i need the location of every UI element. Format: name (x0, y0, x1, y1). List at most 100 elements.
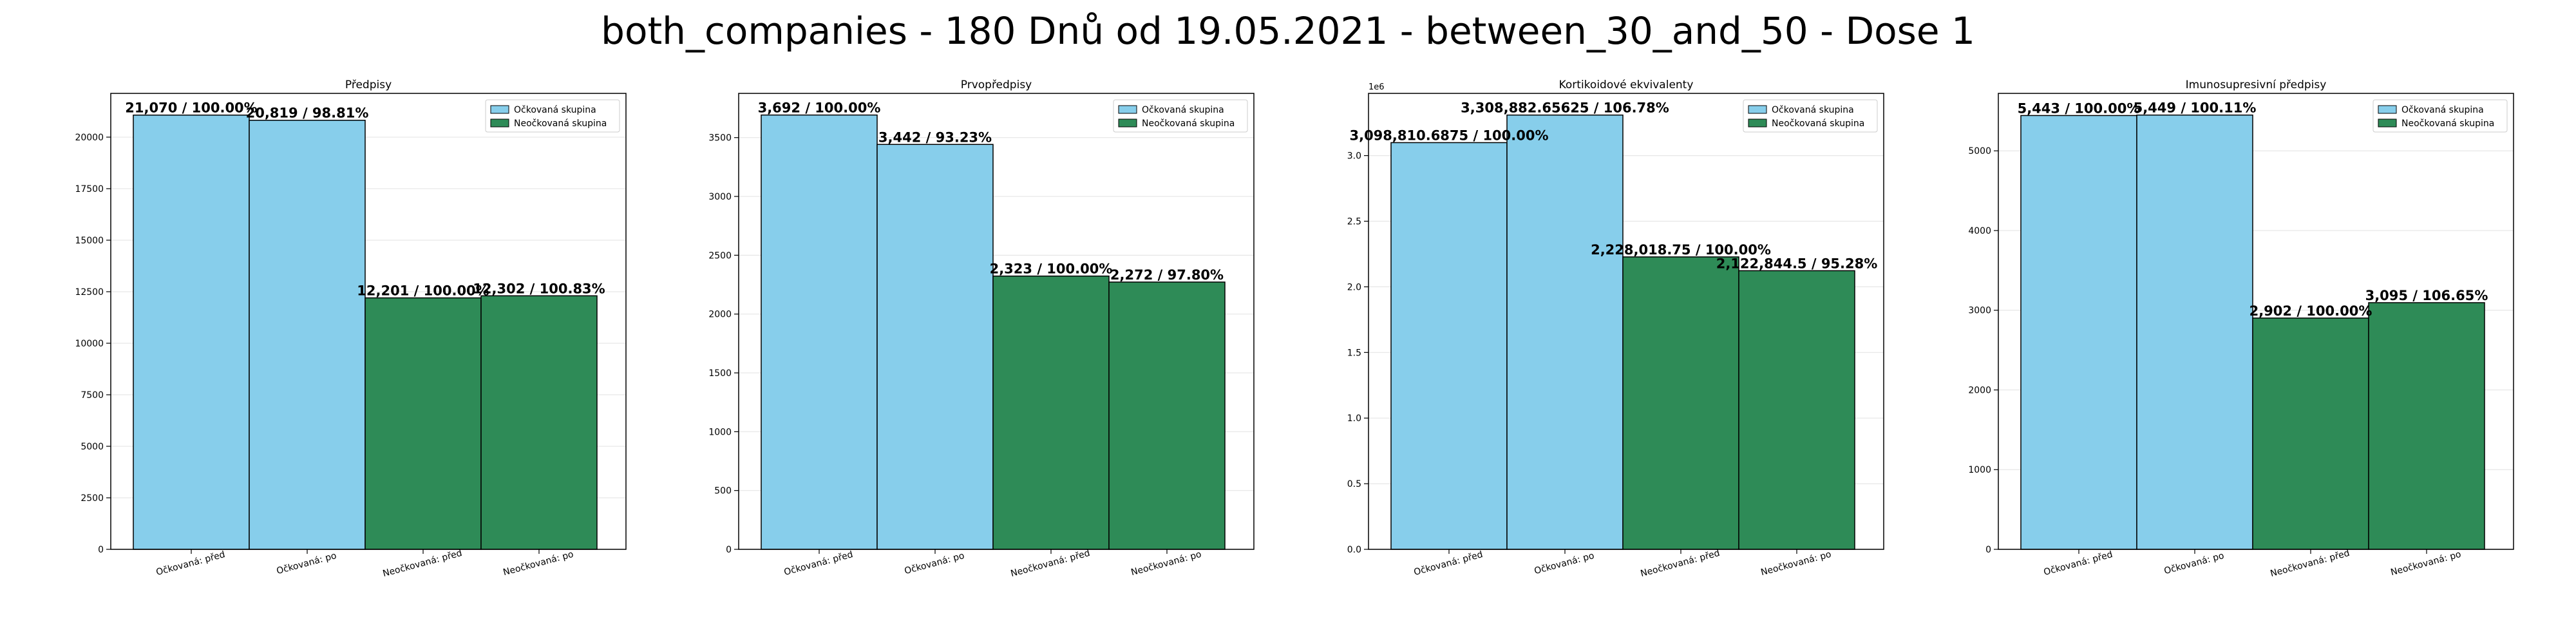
plot-frame (738, 93, 1255, 550)
y-tick-label: 0 (726, 545, 732, 555)
x-tick-label: Neočkovaná: po (2390, 549, 2463, 578)
legend-label: Neočkovaná skupina (1142, 118, 1235, 129)
y-tick-label: 2000 (708, 310, 732, 320)
x-tick-label: Očkovaná: po (2163, 551, 2226, 576)
bar-value-label: 3,308,882.65625 / 106.78% (1461, 100, 1669, 116)
y-tick-label: 10000 (75, 339, 104, 349)
chart-title: Imunosupresivní předpisy (2186, 79, 2327, 91)
bar-value-label: 3,692 / 100.00% (758, 100, 881, 116)
x-tick-label: Očkovaná: před (783, 549, 855, 578)
chart-kortikoidove-ekvivalenty: Kortikoidové ekvivalenty 0.0 0.5 1.0 1.5 2.0 2… (1347, 79, 1884, 579)
y-tick-label: 1.0 (1347, 413, 1361, 424)
bar (480, 295, 598, 550)
y-tick-label: 5000 (1968, 146, 1991, 156)
y-tick-label: 1500 (708, 368, 732, 379)
chart-title: Kortikoidové ekvivalenty (1559, 79, 1694, 91)
bar-value-label: 2,228,018.75 / 100.00% (1591, 242, 1771, 258)
legend-swatch (2378, 105, 2397, 114)
y-tick-label: 4000 (1968, 226, 1991, 236)
chart-title: Předpisy (345, 79, 392, 91)
legend-label: Očkovaná skupina (1142, 105, 1224, 115)
legend-swatch (2378, 118, 2397, 128)
y-tick-label: 5000 (80, 442, 104, 452)
y-tick-label: 0.5 (1347, 479, 1361, 489)
bar (133, 114, 250, 550)
y-tick-label: 1.5 (1347, 348, 1361, 358)
plot-frame (1368, 93, 1884, 550)
bar-value-label: 12,201 / 100.00% (357, 283, 489, 299)
y-tick-label: 0 (1985, 545, 1991, 555)
y-tick-label: 500 (714, 486, 732, 497)
legend-label: Neočkovaná skupina (514, 118, 607, 129)
y-tick-label: 0 (98, 545, 104, 555)
y-tick-label: 7500 (80, 390, 104, 401)
bar (992, 275, 1110, 550)
y-tick-label: 1000 (1968, 465, 1991, 475)
bar-value-label: 21,070 / 100.00% (125, 100, 257, 116)
x-tick-label: Neočkovaná: před (382, 548, 464, 579)
chart-title: Prvopředpisy (961, 79, 1032, 91)
legend-swatch (1748, 118, 1767, 128)
bar-value-label: 2,323 / 100.00% (990, 261, 1113, 277)
bar (1108, 281, 1226, 550)
plot-frame (1998, 93, 2514, 550)
bar (876, 144, 994, 550)
x-tick-label: Očkovaná: po (904, 551, 966, 576)
x-tick-label: Neočkovaná: před (1640, 548, 1721, 579)
bar (1622, 256, 1739, 550)
y-tick-label: 3.0 (1347, 151, 1361, 162)
chart-imunosupresivni-predpisy: Imunosupresivní předpisy 0 1000 2000 3000 400… (1968, 79, 2514, 579)
legend-box (1113, 99, 1248, 133)
bar-value-label: 20,819 / 98.81% (246, 106, 369, 121)
bar-value-label: 2,122,844.5 / 95.28% (1716, 256, 1878, 271)
legend-swatch (1118, 105, 1137, 114)
plot-frame (110, 93, 627, 550)
figure-title: both_companies - 180 Dnů od 19.05.2021 -… (601, 9, 1975, 53)
y-tick-label: 3000 (1968, 306, 1991, 316)
bar (761, 114, 878, 550)
x-tick-label: Neočkovaná: po (502, 549, 575, 578)
x-tick-label: Neočkovaná: po (1130, 549, 1203, 578)
x-tick-label: Neočkovaná: před (2269, 548, 2351, 579)
bar-value-label: 12,302 / 100.83% (473, 281, 605, 296)
bar (2368, 302, 2485, 550)
legend-box (2372, 99, 2508, 133)
legend-box (485, 99, 620, 133)
bar-value-label: 5,449 / 100.11% (2134, 100, 2257, 116)
legend-label: Neočkovaná skupina (2401, 118, 2494, 129)
chart-prvopredpisy: Prvopředpisy 0 500 1000 1500 2000 2500 3000 3500… (708, 79, 1255, 579)
legend-label: Neočkovaná skupina (1772, 118, 1864, 129)
y-tick-label: 2500 (708, 251, 732, 261)
x-tick-label: Očkovaná: před (1413, 549, 1484, 578)
y-tick-label: 2500 (80, 493, 104, 504)
bar-value-label: 5,443 / 100.00% (2018, 100, 2141, 116)
bar (2136, 114, 2253, 550)
y-tick-label: 3500 (708, 133, 732, 144)
legend-label: Očkovaná skupina (2401, 105, 2484, 115)
bar-value-label: 2,272 / 97.80% (1110, 267, 1224, 283)
bar-value-label: 3,098,810.6875 / 100.00% (1349, 128, 1548, 143)
y-tick-label: 3000 (708, 192, 732, 202)
legend-swatch (1118, 118, 1137, 128)
x-tick-label: Očkovaná: po (276, 551, 338, 576)
y-tick-label: 1000 (708, 427, 732, 437)
bar-value-label: 3,442 / 93.23% (878, 129, 992, 145)
y-tick-label: 2000 (1968, 385, 1991, 395)
bar-value-label: 2,902 / 100.00% (2249, 303, 2372, 319)
legend-swatch (490, 105, 509, 114)
legend-swatch (1748, 105, 1767, 114)
x-tick-label: Očkovaná: před (155, 549, 227, 578)
chart-predpisy: Předpisy 0 2500 5000 7500 10000 12500 15000 1750… (75, 79, 627, 579)
y-tick-label: 0.0 (1347, 545, 1361, 555)
x-tick-label: Očkovaná: po (1533, 551, 1596, 576)
y-tick-label: 2.0 (1347, 282, 1361, 292)
bar (365, 297, 482, 550)
bar-value-label: 3,095 / 106.65% (2365, 288, 2488, 303)
y-tick-label: 17500 (75, 184, 104, 194)
y-tick-label: 20000 (75, 133, 104, 143)
bar (2020, 115, 2137, 550)
x-tick-label: Neočkovaná: před (1010, 548, 1092, 579)
x-tick-label: Neočkovaná: po (1760, 549, 1833, 578)
bar (2252, 317, 2369, 550)
bar (249, 119, 366, 550)
